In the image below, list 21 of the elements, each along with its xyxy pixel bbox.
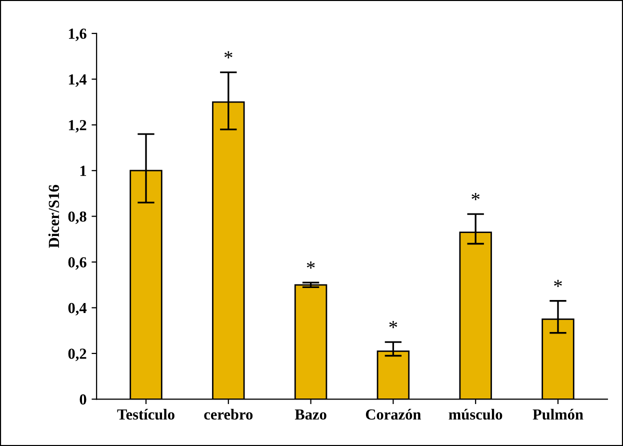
x-tick-label: Corazón [366, 408, 421, 420]
annotation: * [224, 51, 232, 58]
y-tick-label: 0,8 [68, 211, 86, 224]
y-tick-label: 0,2 [68, 348, 86, 362]
x-tick-label: músculo [448, 408, 502, 420]
y-tick-label: 0 [80, 394, 86, 405]
annotation: * [472, 192, 480, 200]
x-tick-label: Bazo [294, 409, 326, 420]
y-tick-label: 0,4 [68, 302, 87, 316]
annotation: * [554, 280, 562, 287]
y-tick-label: 1,4 [68, 74, 87, 87]
x-tick-label: cerebro [204, 408, 253, 420]
x-tick-label: Testículo [117, 408, 174, 420]
y-tick-label: 1,6 [68, 28, 86, 42]
y-tick-label: 1 [80, 166, 86, 176]
x-tick-label: Pulmón [532, 408, 584, 420]
y-axis-title: Dicer/S16 [48, 184, 60, 248]
y-tick-label: 1,2 [68, 120, 86, 133]
y-tick-label: 0,6 [68, 257, 86, 270]
annotation: * [389, 320, 398, 328]
annotation: * [306, 262, 315, 269]
